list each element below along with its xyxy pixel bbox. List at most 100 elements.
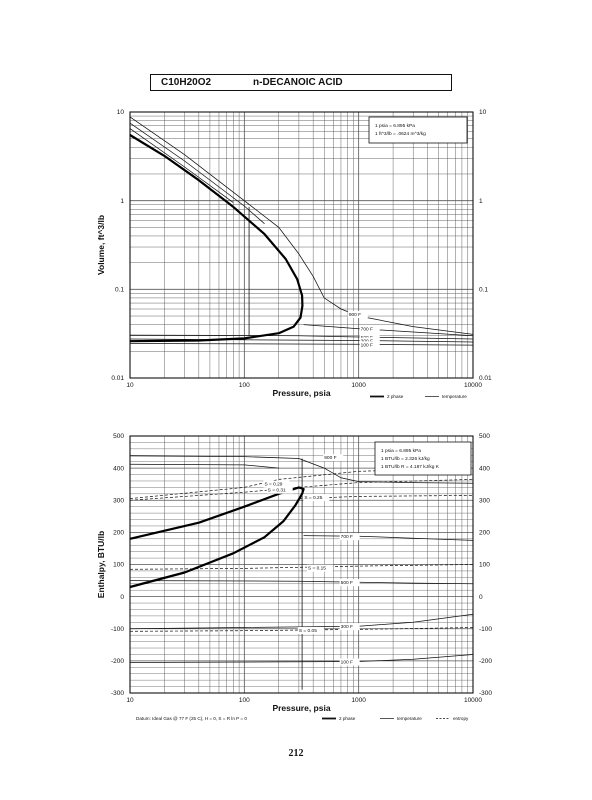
isotherm-line xyxy=(129,455,474,484)
y-tick-label-right: -300 xyxy=(479,690,492,697)
entropy-line xyxy=(129,467,474,499)
isotherm-label-bg xyxy=(339,658,360,666)
y-tick-label-right: 1 xyxy=(479,198,483,205)
chemical-name: n-DECANOIC ACID xyxy=(253,77,343,88)
isotherm-label-bg xyxy=(339,533,360,541)
legend-label: 2 phase xyxy=(339,716,356,721)
x-tick-label: 10 xyxy=(126,697,134,704)
y-tick-label-left: 400 xyxy=(113,465,124,472)
legend-label: entropy xyxy=(453,716,469,721)
entropy-label: S = 0.05 xyxy=(299,628,317,634)
isotherm-label-bg xyxy=(359,341,380,349)
conversion-note-line: 1 BTU/lb R = 4.187 kJ/kg K xyxy=(381,464,440,470)
isotherm-label: 700 F xyxy=(341,534,353,540)
isotherm-line xyxy=(129,343,474,346)
isotherm-label: 700 F xyxy=(361,327,373,333)
isotherm-label-bg xyxy=(359,337,380,345)
x-tick-label: 1000 xyxy=(351,382,366,389)
y-tick-label-right: 0.1 xyxy=(479,287,488,294)
plot-frame-1 xyxy=(129,435,474,694)
isotherm-label: 900 F xyxy=(349,312,361,318)
conversion-note-line: 1 BTU/lb = 2.326 kJ/kg xyxy=(381,456,430,462)
y-tick-label-left: -100 xyxy=(111,626,124,633)
y-tick-label-left: -200 xyxy=(111,658,124,665)
isotherm-label: 100 F xyxy=(341,660,353,666)
x-tick-label: 100 xyxy=(239,697,250,704)
isotherm-label-bg xyxy=(339,579,360,587)
entropy-label: S = 0.25 xyxy=(304,495,322,501)
isotherm-line xyxy=(129,580,474,585)
y-tick-label-left: 10 xyxy=(117,109,125,116)
y-axis-label: Volume, ft^3/lb xyxy=(96,215,106,275)
isotherm-line xyxy=(129,116,474,335)
x-axis-label: Pressure, psia xyxy=(272,703,330,713)
y-tick-label-right: 300 xyxy=(479,497,490,504)
x-axis-label: Pressure, psia xyxy=(272,388,330,398)
isotherm-line xyxy=(129,654,474,663)
two-phase-curve xyxy=(129,134,304,343)
y-tick-label-right: 10 xyxy=(479,109,487,116)
entropy-line xyxy=(298,495,474,499)
isotherm-line xyxy=(303,324,474,337)
entropy-label: S = 0.31 xyxy=(268,488,286,494)
isotherm-label: 900 F xyxy=(324,455,336,461)
y-tick-label-left: 0 xyxy=(120,594,124,601)
x-tick-label: 10000 xyxy=(464,382,482,389)
conversion-note-line: 1 psia = 6.895 kPa xyxy=(381,448,421,454)
y-tick-label-right: -100 xyxy=(479,626,492,633)
conversion-note-box xyxy=(374,441,472,476)
y-tick-label-left: 1 xyxy=(120,198,124,205)
isotherm-line xyxy=(129,122,265,224)
two-phase-curve xyxy=(129,486,305,589)
conversion-note-line: 1 psia = 6.895 kPa xyxy=(375,123,415,129)
entropy-line xyxy=(129,479,474,501)
plot-frame-0 xyxy=(129,111,474,379)
grid-0 xyxy=(129,112,473,379)
x-tick-label: 1000 xyxy=(351,697,366,704)
y-tick-label-right: 100 xyxy=(479,562,490,569)
entropy-label-bg xyxy=(266,486,293,494)
y-tick-label-left: 0.01 xyxy=(111,375,124,382)
y-tick-label-right: 0.01 xyxy=(479,375,492,382)
page-number: 212 xyxy=(288,748,304,759)
y-tick-label-left: 100 xyxy=(113,562,124,569)
isotherm-label-bg xyxy=(339,623,360,631)
y-tick-label-right: 0 xyxy=(479,594,483,601)
isotherm-label-bg xyxy=(347,311,368,319)
datum-footnote: Datum: Ideal Gas @ 77 F (25 C), H = 0, S… xyxy=(136,716,247,721)
chemical-formula: C10H20O2 xyxy=(161,77,212,88)
entropy-label: S = 0.29 xyxy=(264,482,282,488)
legend-label: temperature xyxy=(397,716,422,721)
legend-label: temperature xyxy=(442,394,467,399)
legend-label: 2 phase xyxy=(387,394,404,399)
x-tick-label: 10000 xyxy=(464,697,482,704)
isotherm-label-bg xyxy=(359,325,380,333)
isotherm-line xyxy=(129,613,474,630)
y-tick-label-right: 500 xyxy=(479,433,490,440)
y-tick-label-right: 200 xyxy=(479,530,490,537)
x-tick-label: 100 xyxy=(239,382,250,389)
entropy-label-bg xyxy=(297,627,324,635)
entropy-label-bg xyxy=(263,480,290,488)
isotherm-line xyxy=(129,334,474,340)
y-axis-label: Enthalpy, BTU/lb xyxy=(96,531,106,598)
isotherm-line xyxy=(129,463,279,469)
entropy-label-bg xyxy=(306,564,333,572)
entropy-label: S = 0.15 xyxy=(308,566,326,572)
isotherm-label: 300 F xyxy=(341,624,353,630)
y-tick-label-right: -200 xyxy=(479,658,492,665)
entropy-line xyxy=(129,564,474,570)
y-tick-label-right: 400 xyxy=(479,465,490,472)
conversion-note-box xyxy=(368,116,468,144)
x-tick-label: 10 xyxy=(126,382,134,389)
entropy-label-bg xyxy=(303,494,330,502)
y-tick-label-left: 0.1 xyxy=(115,287,124,294)
isotherm-label-bg xyxy=(323,454,344,462)
isotherm-label: 100 F xyxy=(361,342,373,348)
isotherm-line xyxy=(303,535,474,541)
isotherm-line xyxy=(129,128,234,203)
y-tick-label-left: 500 xyxy=(113,433,124,440)
isotherm-label: 500 F xyxy=(341,580,353,586)
y-tick-label-left: -300 xyxy=(111,690,124,697)
